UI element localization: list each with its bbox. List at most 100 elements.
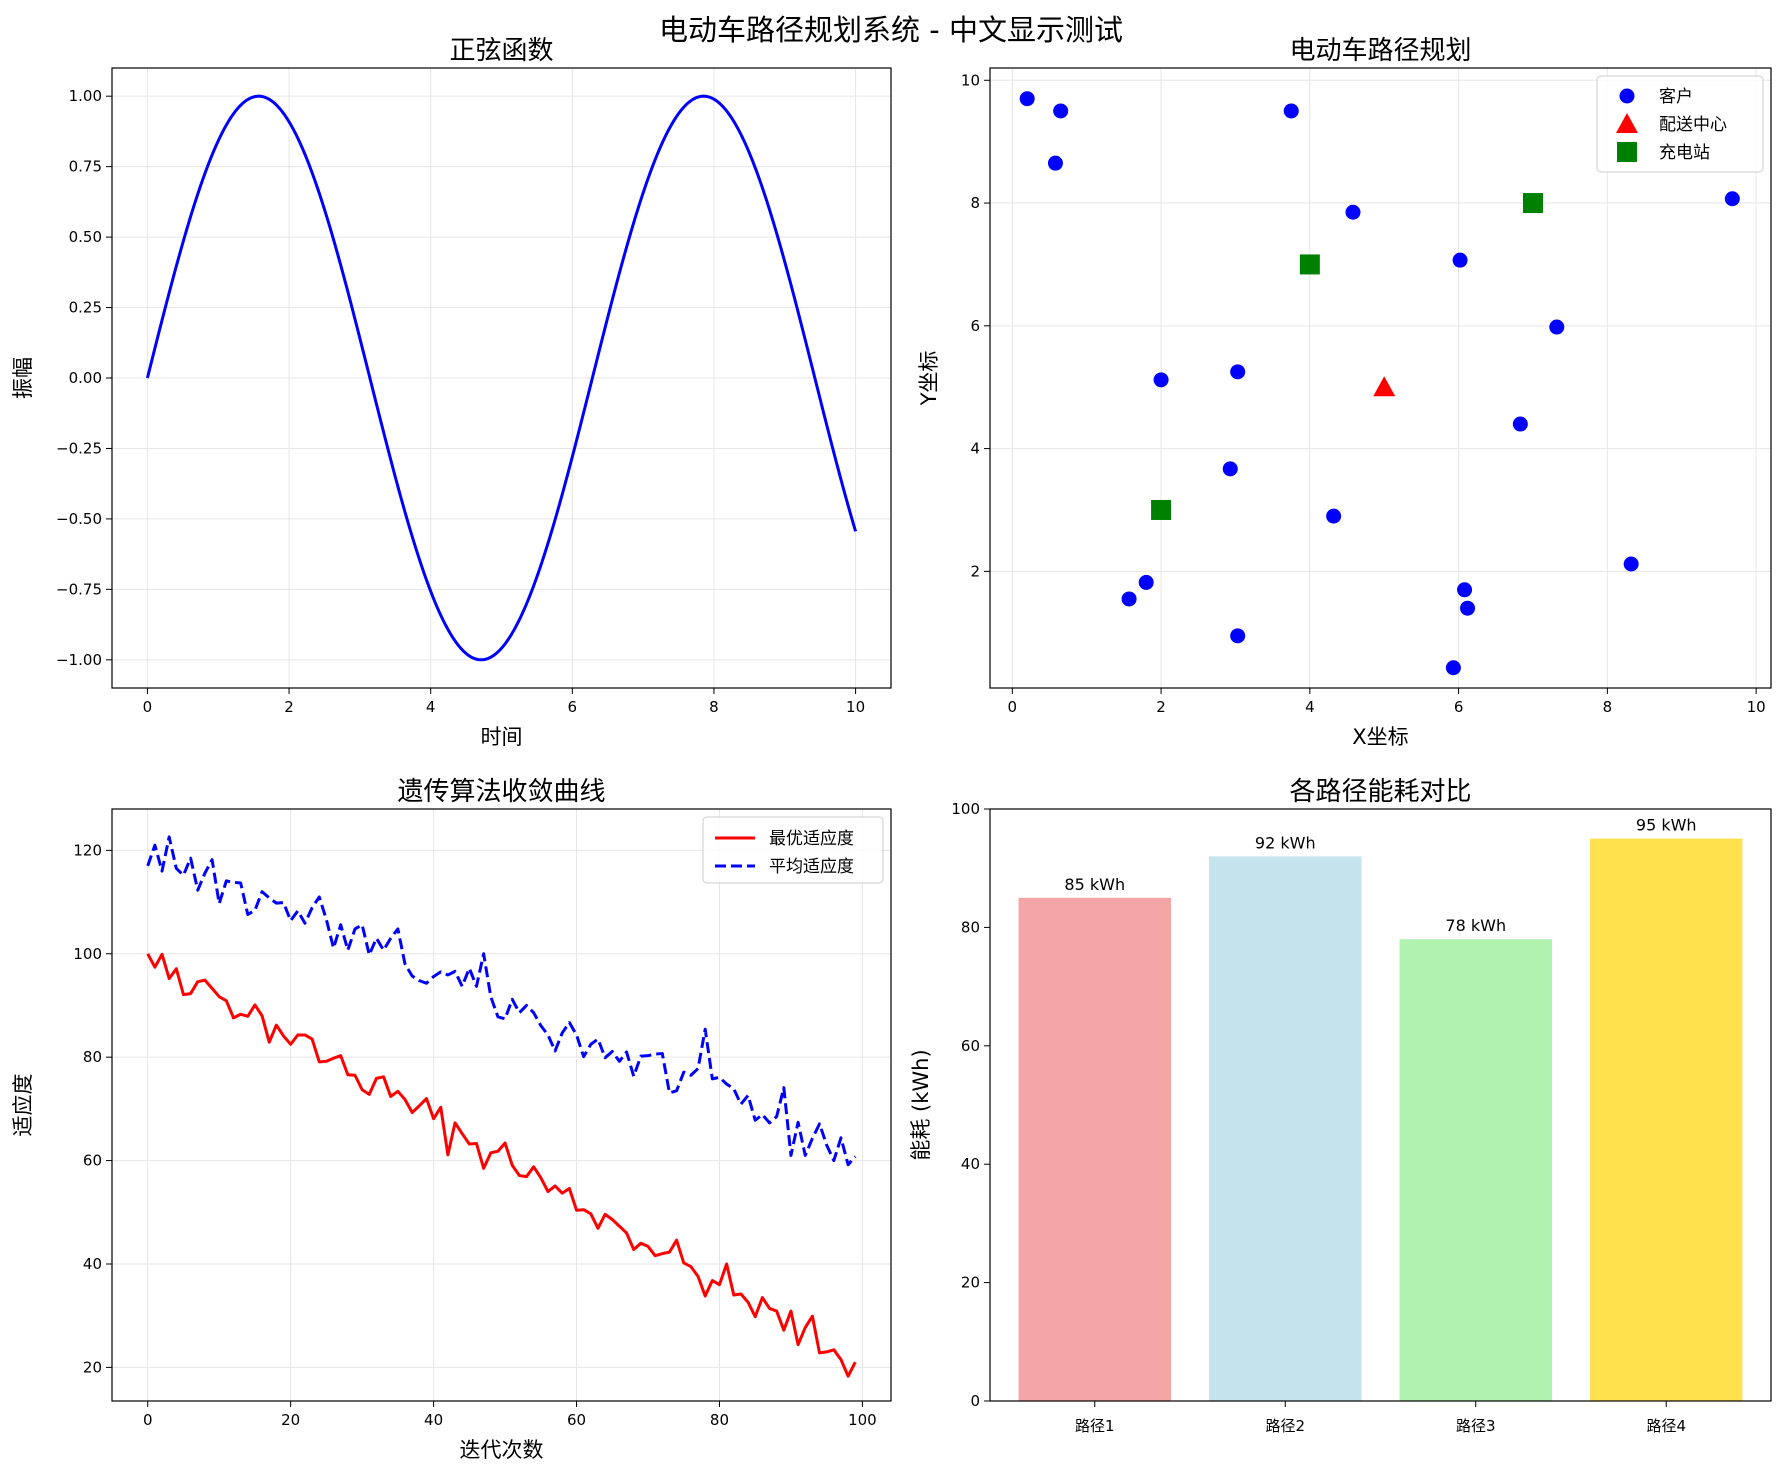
figure-suptitle: 电动车路径规划系统 - 中文显示测试 <box>659 13 1123 47</box>
y-tick-label: 20 <box>83 1358 102 1376</box>
y-axis-label: 振幅 <box>11 357 35 399</box>
legend-label: 充电站 <box>1659 143 1710 163</box>
y-axis-label: 能耗 (kWh) <box>909 1049 933 1160</box>
y-tick-label: 20 <box>961 1274 980 1292</box>
energy-bar <box>1399 939 1552 1401</box>
y-axis-label: Y坐标 <box>917 351 941 407</box>
y-tick-label: 80 <box>83 1048 102 1066</box>
customer-point <box>1724 191 1740 207</box>
charging-station-point <box>1299 254 1320 275</box>
x-tick-label: 路径2 <box>1265 1417 1305 1435</box>
y-tick-label: 2 <box>970 562 980 580</box>
y-tick-label: 0.00 <box>69 369 102 387</box>
x-tick-label: 路径1 <box>1075 1417 1115 1435</box>
y-tick-label: 0.25 <box>69 299 102 317</box>
subplot-title: 电动车路径规划 <box>1289 36 1471 66</box>
customer-point <box>1121 591 1137 607</box>
customer-point <box>1623 556 1639 572</box>
bar-value-label: 95 kWh <box>1636 816 1697 835</box>
customer-point <box>1153 372 1169 388</box>
y-axis-label: 适应度 <box>11 1074 35 1137</box>
bar-value-label: 85 kWh <box>1064 875 1125 894</box>
customer-point <box>1460 600 1476 616</box>
customer-point <box>1230 364 1246 380</box>
x-tick-label: 0 <box>1008 698 1018 716</box>
customer-point <box>1512 416 1528 432</box>
customer-point <box>1138 574 1154 590</box>
x-tick-label: 0 <box>143 698 153 716</box>
x-tick-label: 2 <box>284 698 294 716</box>
legend-marker <box>1617 142 1637 162</box>
sine-series-line <box>145 94 858 662</box>
bar-value-label: 92 kWh <box>1255 833 1316 852</box>
y-tick-label: −1.00 <box>56 651 102 669</box>
x-tick-label: 6 <box>568 698 578 716</box>
customer-point <box>1326 508 1342 524</box>
bar-value-label: 78 kWh <box>1445 916 1506 935</box>
y-tick-label: 1.00 <box>69 87 102 105</box>
y-tick-label: 80 <box>961 918 980 936</box>
x-axis-label: X坐标 <box>1352 725 1408 749</box>
y-tick-label: −0.50 <box>56 510 102 528</box>
y-tick-label: 4 <box>970 440 980 458</box>
customer-point <box>1549 319 1565 335</box>
legend-label: 客户 <box>1659 87 1693 107</box>
y-tick-label: −0.75 <box>56 580 102 598</box>
customer-point <box>1445 660 1461 676</box>
y-tick-label: −0.25 <box>56 439 102 457</box>
y-tick-label: 8 <box>970 194 980 212</box>
subplot-title: 遗传算法收敛曲线 <box>397 777 605 807</box>
customer-point <box>1457 582 1473 598</box>
x-tick-label: 20 <box>281 1411 300 1429</box>
x-tick-label: 4 <box>1305 698 1315 716</box>
y-tick-label: 40 <box>961 1155 980 1173</box>
customer-point <box>1019 91 1035 107</box>
legend-label: 平均适应度 <box>769 857 854 877</box>
plot-frame <box>989 67 1772 689</box>
subplot-title: 各路径能耗对比 <box>1289 777 1471 807</box>
x-tick-label: 8 <box>1603 698 1613 716</box>
plot-frame <box>111 808 892 1402</box>
charging-station-point <box>1522 193 1543 214</box>
y-tick-label: 60 <box>961 1037 980 1055</box>
subplot-title: 正弦函数 <box>449 36 553 66</box>
y-tick-label: 40 <box>83 1255 102 1273</box>
x-axis-label: 迭代次数 <box>460 1438 544 1462</box>
x-tick-label: 路径4 <box>1646 1417 1686 1435</box>
customer-point <box>1222 461 1238 477</box>
x-tick-label: 40 <box>424 1411 443 1429</box>
x-axis-label: 时间 <box>481 725 523 749</box>
customer-point <box>1452 252 1468 268</box>
customer-point <box>1047 155 1063 171</box>
energy-bar <box>1209 856 1362 1401</box>
customer-point <box>1230 628 1246 644</box>
y-tick-label: 100 <box>951 800 980 818</box>
energy-bar <box>1018 897 1171 1401</box>
plot-frame <box>989 808 1772 1402</box>
x-tick-label: 6 <box>1454 698 1464 716</box>
x-tick-label: 2 <box>1156 698 1166 716</box>
best-fitness-line <box>146 952 857 1378</box>
legend-label: 最优适应度 <box>769 829 854 849</box>
plot-frame <box>111 67 892 689</box>
x-tick-label: 0 <box>143 1411 153 1429</box>
x-tick-label: 8 <box>709 698 719 716</box>
subplot-sine: −1.00 −0.75 −0.50 −0.25 0.00 0.25 0.50 0.75 1.00… <box>11 36 892 749</box>
y-tick-label: 0 <box>970 1392 980 1410</box>
y-tick-label: 120 <box>73 841 102 859</box>
legend-marker <box>1616 113 1638 133</box>
subplots: −1.00 −0.75 −0.50 −0.25 0.00 0.25 0.50 0.75 1.00… <box>11 36 1772 1462</box>
customer-point <box>1345 204 1361 220</box>
x-tick-label: 10 <box>846 698 865 716</box>
y-tick-label: 6 <box>970 317 980 335</box>
x-tick-label: 60 <box>567 1411 586 1429</box>
x-tick-label: 100 <box>848 1411 877 1429</box>
y-tick-label: 100 <box>73 945 102 963</box>
charging-station-point <box>1151 499 1172 520</box>
